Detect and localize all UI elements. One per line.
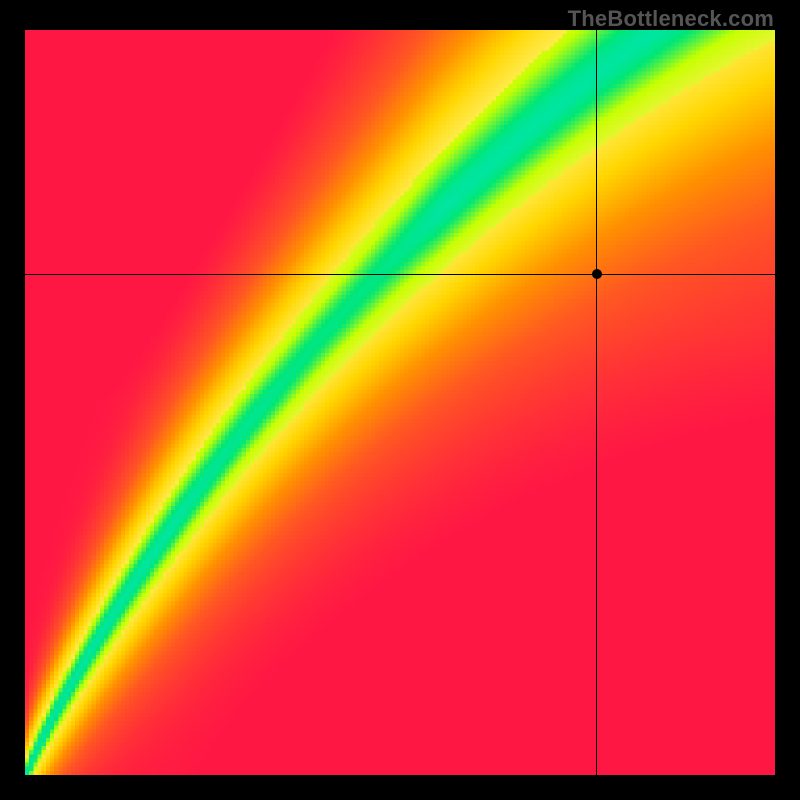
watermark-text: TheBottleneck.com (568, 6, 774, 32)
crosshair-vertical (596, 30, 597, 775)
heatmap-canvas (25, 30, 775, 775)
crosshair-marker (592, 269, 602, 279)
heatmap-plot (25, 30, 775, 775)
crosshair-horizontal (25, 274, 775, 275)
